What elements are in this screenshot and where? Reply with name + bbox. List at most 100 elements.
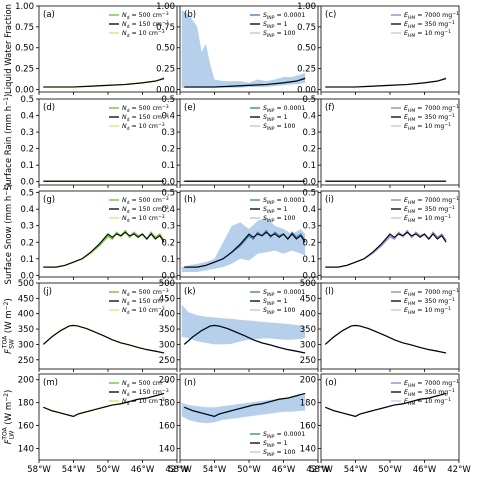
legend-entry: SINP = 100 bbox=[263, 123, 295, 132]
panel-label: (g) bbox=[43, 195, 55, 205]
y-axis-label: FLWTOA (W m−2) bbox=[2, 390, 16, 445]
y-tick-label: 140 bbox=[159, 445, 175, 455]
panel-o: 140 160 180 200 58°W 54°W 50°W 46°W 42°W (o) EHM =… bbox=[300, 373, 471, 475]
y-tick-label: 350 bbox=[159, 325, 175, 335]
legend-entry: Nd = 10 cm−3 bbox=[122, 397, 165, 407]
legend-entry: EHM = 7000 mg−1 bbox=[404, 196, 459, 206]
y-tick-label: 0.1 bbox=[302, 255, 316, 265]
x-tick-label: 42°W bbox=[306, 465, 330, 475]
y-tick-label: 0.0 bbox=[161, 271, 175, 281]
x-tick-label: 50°W bbox=[96, 465, 120, 475]
legend-entry: SINP = 100 bbox=[263, 449, 295, 458]
legend-entry: SINP = 0.0001 bbox=[263, 197, 305, 206]
series-line-2 bbox=[183, 324, 306, 354]
series-line-2 bbox=[43, 231, 165, 268]
legend-entry: Nd = 150 cm−3 bbox=[122, 388, 169, 398]
y-tick-label: 400 bbox=[300, 310, 316, 320]
y-tick-label: 180 bbox=[18, 399, 34, 409]
legend-entry: EHM = 350 mg−1 bbox=[404, 297, 455, 307]
legend-entry: EHM = 350 mg−1 bbox=[404, 20, 455, 30]
y-tick-label: 160 bbox=[300, 422, 316, 432]
y-tick-label: 0.0 bbox=[20, 178, 34, 188]
panel-n: 140 160 180 200 58°W 54°W 50°W 46°W 42°W (n) SINP … bbox=[159, 373, 330, 475]
y-tick-label: 300 bbox=[300, 340, 316, 350]
series-line-1 bbox=[325, 229, 447, 268]
x-tick-label: 46°W bbox=[272, 465, 296, 475]
series-line-2 bbox=[43, 78, 165, 88]
y-tick-label: 0.50 bbox=[15, 44, 34, 54]
series-line-2 bbox=[43, 392, 165, 417]
legend-entry: SINP = 100 bbox=[263, 307, 295, 316]
series-line-1 bbox=[43, 229, 165, 268]
legend-entry: Nd = 10 cm−3 bbox=[122, 29, 165, 39]
y-tick-label: 0.3 bbox=[302, 222, 316, 232]
legend-entry: EHM = 10 mg−1 bbox=[404, 29, 451, 39]
y-tick-label: 0.3 bbox=[20, 128, 34, 138]
uncertainty-band bbox=[181, 304, 306, 345]
panel-label: (a) bbox=[43, 10, 55, 20]
x-tick-label: 42°W bbox=[447, 465, 471, 475]
series-line-2 bbox=[184, 231, 306, 268]
y-axis-label: Liquid Water Fraction bbox=[4, 4, 14, 94]
legend-entry: EHM = 7000 mg−1 bbox=[404, 379, 459, 389]
legend-entry: Nd = 10 cm−3 bbox=[122, 122, 165, 132]
y-tick-label: 0.5 bbox=[20, 95, 34, 105]
y-tick-label: 0.4 bbox=[302, 112, 316, 122]
legend-entry: SINP = 1 bbox=[263, 21, 288, 30]
y-tick-label: 0.3 bbox=[20, 222, 34, 232]
y-tick-label: 0.2 bbox=[20, 145, 34, 155]
y-tick-label: 200 bbox=[300, 376, 316, 386]
x-tick-label: 50°W bbox=[378, 465, 402, 475]
y-tick-label: 180 bbox=[159, 399, 175, 409]
y-tick-label: 0.3 bbox=[161, 222, 175, 232]
y-tick-label: 160 bbox=[18, 422, 34, 432]
legend-entry: EHM = 10 mg−1 bbox=[404, 122, 451, 132]
x-tick-label: 54°W bbox=[344, 465, 368, 475]
y-tick-label: 0.2 bbox=[20, 238, 34, 248]
y-tick-label: 180 bbox=[300, 399, 316, 409]
y-tick-label: 1.00 bbox=[297, 2, 316, 12]
legend-entry: SINP = 100 bbox=[263, 215, 295, 224]
x-tick-label: 46°W bbox=[413, 465, 437, 475]
y-tick-label: 0.2 bbox=[161, 145, 175, 155]
y-tick-label: 0.00 bbox=[15, 85, 34, 95]
uncertainty-band bbox=[181, 10, 306, 88]
legend: Nd = 500 cm−3Nd = 150 cm−3Nd = 10 cm−3 bbox=[109, 196, 169, 224]
legend-entry: SINP = 1 bbox=[263, 114, 288, 123]
y-tick-label: 140 bbox=[300, 445, 316, 455]
y-tick-label: 0.4 bbox=[20, 205, 34, 215]
y-tick-label: 0.5 bbox=[161, 189, 175, 199]
series-line-2 bbox=[325, 392, 447, 417]
legend-entry: SINP = 0.0001 bbox=[263, 431, 305, 440]
legend-entry: SINP = 1 bbox=[263, 440, 288, 449]
panel-g: 0.0 0.1 0.2 0.3 0.4 0.5 (g) Nd = 500 cm−3Nd = 1… bbox=[20, 189, 178, 281]
legend-entry: Nd = 500 cm−3 bbox=[122, 288, 169, 298]
y-tick-label: 0.0 bbox=[302, 178, 316, 188]
panel-m: 140 160 180 200 58°W 54°W 50°W 46°W 42°W (m) Nd = … bbox=[18, 373, 189, 475]
legend: Nd = 500 cm−3Nd = 150 cm−3Nd = 10 cm−3 bbox=[109, 288, 169, 316]
legend: Nd = 500 cm−3Nd = 150 cm−3Nd = 10 cm−3 bbox=[109, 11, 169, 39]
y-tick-label: 500 bbox=[18, 279, 34, 289]
panel-label: (b) bbox=[184, 10, 196, 20]
series-line-2 bbox=[325, 78, 447, 88]
legend-entry: SINP = 0.0001 bbox=[263, 289, 305, 298]
y-tick-label: 0.1 bbox=[20, 255, 34, 265]
y-tick-label: 450 bbox=[159, 294, 175, 304]
y-tick-label: 0.0 bbox=[161, 178, 175, 188]
y-tick-label: 160 bbox=[159, 422, 175, 432]
y-tick-label: 140 bbox=[18, 445, 34, 455]
panel-label: (f) bbox=[325, 103, 335, 113]
x-tick-label: 58°W bbox=[27, 465, 51, 475]
y-tick-label: 0.5 bbox=[302, 95, 316, 105]
y-tick-label: 0.75 bbox=[297, 23, 316, 33]
legend-entry: SINP = 0.0001 bbox=[263, 105, 305, 114]
